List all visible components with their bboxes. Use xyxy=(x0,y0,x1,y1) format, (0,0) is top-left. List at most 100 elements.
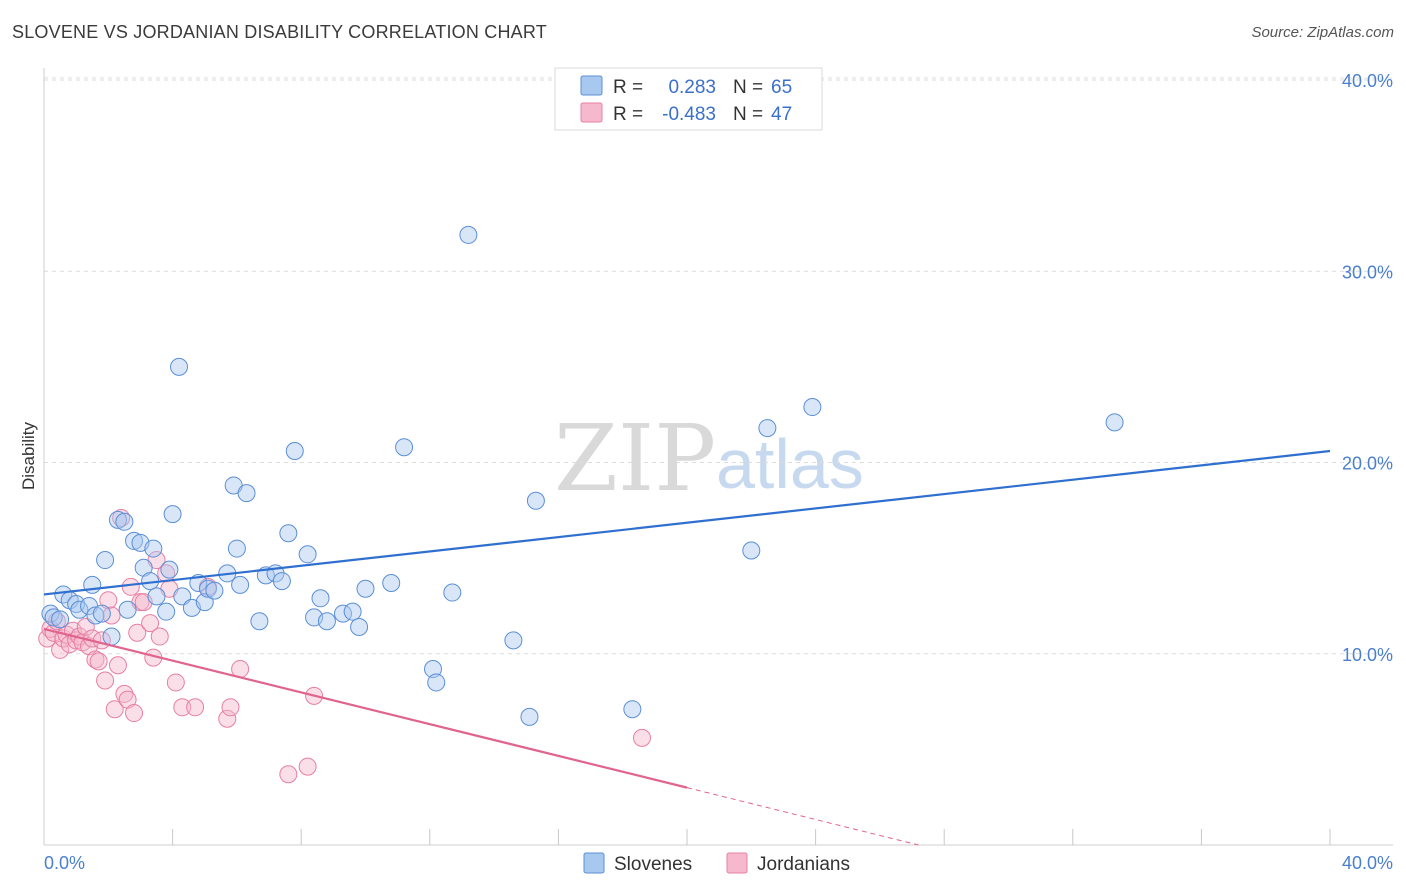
point-jordanians xyxy=(150,627,169,646)
point-jordanians xyxy=(632,728,651,747)
point-slovenes xyxy=(115,512,134,531)
y-tick-label-40: 40.0% xyxy=(1342,71,1393,91)
point-slovenes xyxy=(173,587,192,606)
point-slovenes xyxy=(163,505,182,524)
trendline-jordanians-extension xyxy=(686,787,919,846)
point-slovenes xyxy=(427,673,446,692)
bottom-legend-label-jordanians: Jordanians xyxy=(757,854,850,875)
point-slovenes xyxy=(356,579,375,598)
point-slovenes xyxy=(231,575,250,594)
point-slovenes xyxy=(298,545,317,564)
point-slovenes xyxy=(272,572,291,591)
x-tick-marks xyxy=(172,829,1331,845)
point-slovenes xyxy=(118,600,137,619)
point-jordanians xyxy=(141,614,160,633)
point-jordanians xyxy=(125,704,144,723)
series-legend: Slovenes Jordanians xyxy=(583,852,850,875)
watermark-atlas: atlas xyxy=(716,425,864,503)
correlation-legend: R = 0.283 N = 65 R = -0.483 N = 47 xyxy=(554,67,823,131)
point-jordanians xyxy=(128,623,147,642)
point-slovenes xyxy=(279,524,298,543)
point-slovenes xyxy=(350,617,369,636)
source-credit: Source: ZipAtlas.com xyxy=(1251,24,1394,41)
axes xyxy=(43,68,1393,846)
legend-r-label-jordanians: R = xyxy=(613,104,643,125)
point-jordanians xyxy=(89,652,108,671)
point-jordanians xyxy=(279,765,298,784)
point-jordanians xyxy=(186,698,205,717)
bottom-legend-swatch-jordanians xyxy=(726,852,748,874)
legend-r-label-slovenes: R = xyxy=(613,77,643,98)
point-slovenes xyxy=(424,660,443,679)
point-slovenes xyxy=(803,398,822,417)
point-jordanians xyxy=(51,640,70,659)
trendline-slovenes xyxy=(43,449,1331,596)
point-slovenes xyxy=(227,539,246,558)
bottom-legend-label-slovenes: Slovenes xyxy=(614,854,692,875)
point-slovenes xyxy=(147,587,166,606)
point-slovenes xyxy=(343,602,362,621)
point-jordanians xyxy=(173,698,192,717)
y-tick-label-20: 20.0% xyxy=(1342,454,1393,474)
point-slovenes xyxy=(317,612,336,631)
chart-title: SLOVENE VS JORDANIAN DISABILITY CORRELAT… xyxy=(12,22,547,42)
point-slovenes xyxy=(504,631,523,650)
point-slovenes xyxy=(526,491,545,510)
point-slovenes xyxy=(758,419,777,438)
point-slovenes xyxy=(70,600,89,619)
point-slovenes xyxy=(157,602,176,621)
point-jordanians xyxy=(166,673,185,692)
point-jordanians xyxy=(218,709,237,728)
legend-n-label-slovenes: N = xyxy=(733,77,763,98)
point-jordanians xyxy=(105,700,124,719)
point-slovenes xyxy=(170,357,189,376)
legend-swatch-jordanians xyxy=(580,102,603,123)
legend-swatch-slovenes xyxy=(580,75,603,96)
point-jordanians xyxy=(86,650,105,669)
bottom-legend-swatch-slovenes xyxy=(583,852,605,874)
y-tick-label-10: 10.0% xyxy=(1342,645,1393,665)
legend-r-value-jordanians: -0.483 xyxy=(662,104,716,125)
point-slovenes xyxy=(1105,413,1124,432)
point-slovenes xyxy=(395,438,414,457)
trendlines xyxy=(43,449,1331,846)
trendline-jordanians xyxy=(43,627,688,789)
point-slovenes xyxy=(144,539,163,558)
legend-n-value-jordanians: 47 xyxy=(771,104,792,125)
point-jordanians xyxy=(115,684,134,703)
point-jordanians xyxy=(108,656,127,675)
point-slovenes xyxy=(195,593,214,612)
point-slovenes xyxy=(285,442,304,461)
watermark-zip: ZIP xyxy=(554,405,716,512)
point-slovenes xyxy=(44,608,63,627)
point-jordanians xyxy=(96,671,115,690)
point-slovenes xyxy=(459,225,478,244)
point-slovenes xyxy=(205,581,224,600)
point-slovenes xyxy=(86,606,105,625)
point-slovenes xyxy=(198,579,217,598)
point-slovenes xyxy=(125,531,144,550)
y-tick-labels: 10.0% 20.0% 30.0% 40.0% xyxy=(1342,71,1393,665)
point-slovenes xyxy=(250,612,269,631)
point-jordanians xyxy=(298,757,317,776)
legend-n-value-slovenes: 65 xyxy=(771,77,792,98)
point-slovenes xyxy=(108,510,127,529)
legend-r-value-slovenes: 0.283 xyxy=(668,77,716,98)
point-slovenes xyxy=(520,707,539,726)
y-tick-label-30: 30.0% xyxy=(1342,262,1393,282)
point-slovenes xyxy=(92,604,111,623)
point-slovenes xyxy=(237,484,256,503)
point-jordanians xyxy=(76,617,95,636)
point-slovenes xyxy=(51,610,70,629)
x-tick-label-min: 0.0% xyxy=(44,853,85,873)
point-slovenes xyxy=(160,560,179,579)
legend-n-label-jordanians: N = xyxy=(733,104,763,125)
point-slovenes xyxy=(443,583,462,602)
point-jordanians xyxy=(221,698,240,717)
y-axis-label: Disability xyxy=(19,421,38,490)
point-slovenes xyxy=(96,551,115,570)
x-tick-label-max: 40.0% xyxy=(1342,853,1393,873)
gridlines xyxy=(44,77,1393,655)
point-slovenes xyxy=(623,700,642,719)
